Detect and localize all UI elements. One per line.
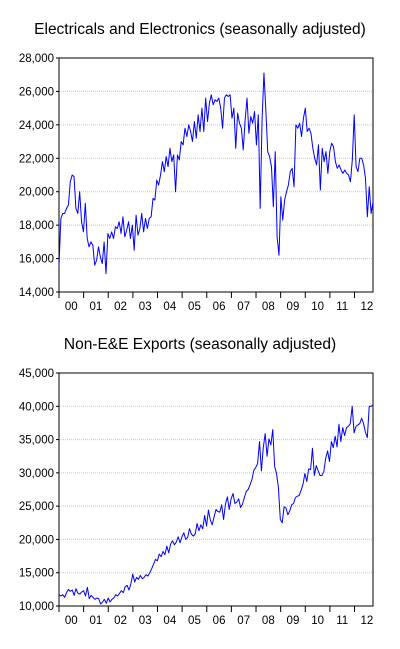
x-tick-label: 08 — [262, 301, 275, 313]
y-tick-label: 30,000 — [19, 468, 54, 480]
y-tick-label: 28,000 — [19, 53, 54, 65]
ee-chart: 14,000 16,000 18,000 20,000 22,000 24,000 26,0… — [19, 53, 374, 313]
x-tick-label: 07 — [237, 301, 250, 313]
x-tick-label: 11 — [336, 615, 348, 627]
series-line — [58, 72, 374, 275]
y-tick-label: 20,000 — [19, 187, 54, 199]
y-tick-label: 14,000 — [19, 287, 54, 299]
y-tick-label: 24,000 — [19, 120, 54, 132]
plot-frame — [58, 372, 374, 607]
x-tick-label: 01 — [90, 615, 103, 627]
series-line — [58, 404, 374, 605]
x-tick-label: 02 — [114, 615, 127, 627]
y-tick-label: 10,000 — [19, 601, 54, 613]
y-tick-label: 22,000 — [19, 153, 54, 165]
chart-title: Electricals and Electronics (seasonally … — [34, 21, 366, 38]
y-tick-label: 26,000 — [19, 86, 54, 98]
chart-title: Non-E&E Exports (seasonally adjusted) — [63, 336, 337, 353]
x-tick-label: 06 — [213, 301, 226, 313]
plot-frame — [58, 57, 374, 293]
x-tick-label: 10 — [311, 301, 324, 313]
y-tick-label: 40,000 — [19, 401, 54, 413]
x-tick-label: 10 — [311, 615, 324, 627]
x-tick-label: 07 — [237, 615, 250, 627]
x-tick-label: 01 — [90, 301, 103, 313]
y-tick-label: 16,000 — [19, 254, 54, 266]
x-tick-label: 12 — [360, 301, 373, 313]
y-tick-label: 45,000 — [19, 368, 54, 380]
x-tick-label: 11 — [336, 301, 348, 313]
x-tick-label: 03 — [139, 301, 152, 313]
x-tick-label: 03 — [139, 615, 152, 627]
y-tick-label: 35,000 — [19, 435, 54, 447]
y-tick-label: 25,000 — [19, 501, 54, 513]
x-tick-label: 05 — [188, 301, 201, 313]
x-tick-label: 12 — [360, 615, 373, 627]
x-tick-label: 06 — [213, 615, 226, 627]
x-tick-label: 04 — [163, 615, 176, 627]
x-tick-label: 08 — [262, 615, 275, 627]
x-tick-label: 05 — [188, 615, 201, 627]
x-tick-label: 04 — [163, 301, 176, 313]
y-tick-label: 15,000 — [19, 568, 54, 580]
x-tick-label: 00 — [65, 615, 78, 627]
y-tick-label: 20,000 — [19, 534, 54, 546]
x-tick-label: 02 — [114, 301, 127, 313]
y-tick-label: 18,000 — [19, 220, 54, 232]
x-tick-label: 09 — [287, 615, 300, 627]
x-tick-label: 09 — [287, 301, 300, 313]
x-tick-label: 00 — [65, 301, 78, 313]
